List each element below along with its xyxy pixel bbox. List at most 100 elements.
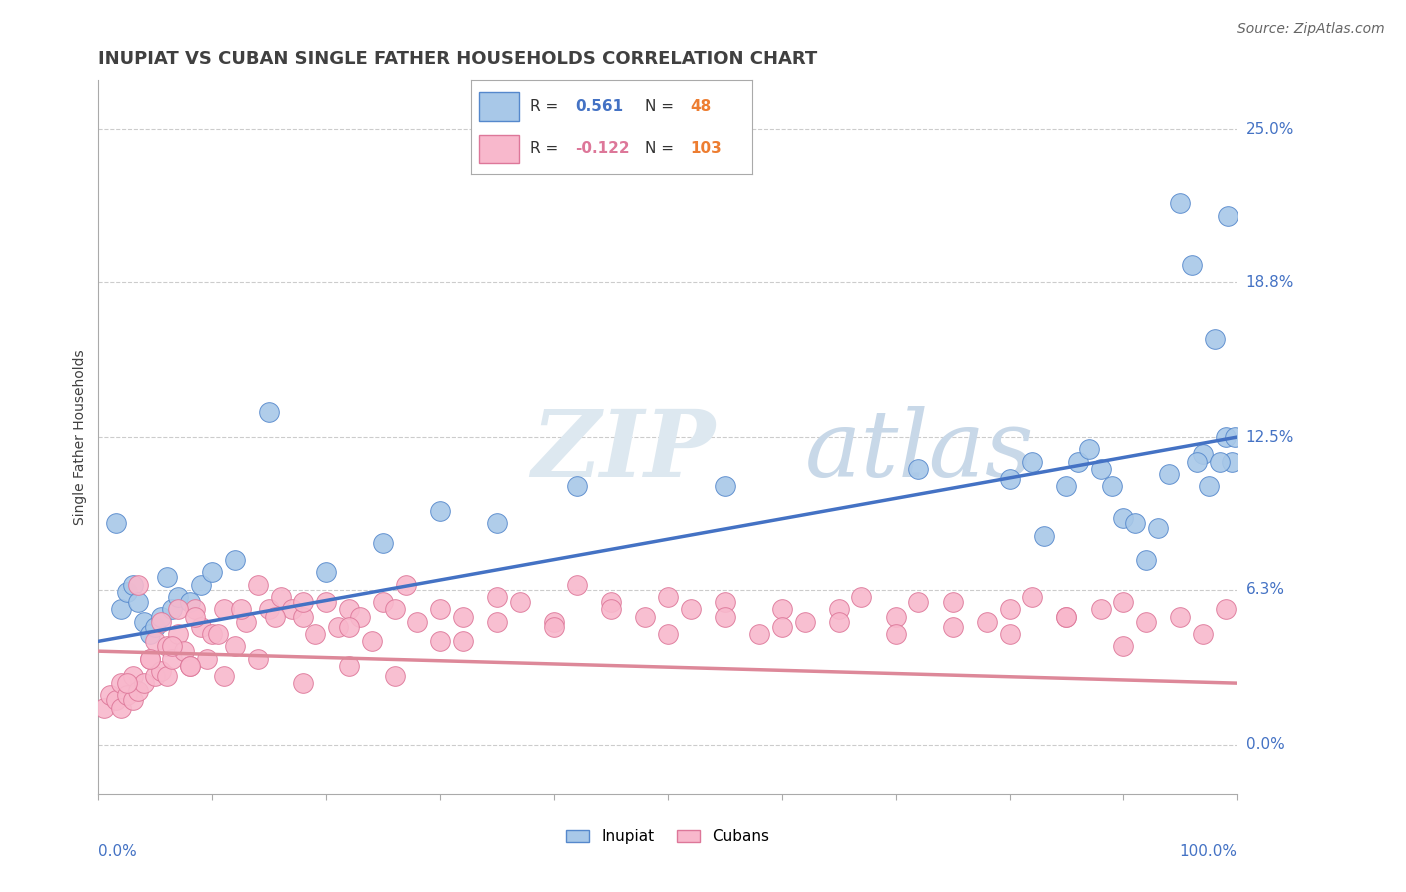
Point	[406, 615, 429, 629]
Text: 12.5%: 12.5%	[1246, 430, 1294, 444]
Point	[429, 602, 451, 616]
Point	[942, 619, 965, 633]
Text: 0.561: 0.561	[575, 99, 623, 114]
Point	[190, 578, 212, 592]
Point	[212, 602, 235, 616]
Point	[1170, 196, 1192, 211]
Point	[235, 615, 257, 629]
Point	[1056, 609, 1078, 624]
Text: INUPIAT VS CUBAN SINGLE FATHER HOUSEHOLDS CORRELATION CHART: INUPIAT VS CUBAN SINGLE FATHER HOUSEHOLD…	[98, 50, 818, 68]
Text: 100.0%: 100.0%	[1180, 844, 1237, 859]
Point	[714, 595, 737, 609]
Point	[1112, 511, 1135, 525]
Point	[429, 504, 451, 518]
Point	[127, 578, 149, 592]
Point	[167, 627, 190, 641]
Point	[98, 689, 121, 703]
Point	[565, 578, 588, 592]
Point	[360, 634, 382, 648]
Point	[1187, 455, 1209, 469]
Text: Source: ZipAtlas.com: Source: ZipAtlas.com	[1237, 22, 1385, 37]
Point	[851, 590, 873, 604]
Point	[1223, 430, 1246, 444]
Point	[229, 602, 252, 616]
Point	[1181, 258, 1204, 272]
Text: R =: R =	[530, 99, 564, 114]
Point	[1135, 553, 1157, 567]
Point	[212, 669, 235, 683]
Point	[1135, 615, 1157, 629]
Text: 0.0%: 0.0%	[98, 844, 138, 859]
Point	[1056, 479, 1078, 493]
Point	[907, 595, 929, 609]
Point	[1078, 442, 1101, 457]
Point	[600, 595, 623, 609]
Point	[315, 566, 337, 580]
Point	[1090, 602, 1112, 616]
Point	[1090, 462, 1112, 476]
Legend: Inupiat, Cubans: Inupiat, Cubans	[560, 823, 776, 850]
Point	[138, 651, 160, 665]
Point	[770, 602, 793, 616]
Point	[1157, 467, 1180, 481]
Point	[371, 595, 394, 609]
Point	[1220, 455, 1243, 469]
Point	[224, 553, 246, 567]
Point	[156, 639, 179, 653]
Text: 6.3%: 6.3%	[1246, 582, 1285, 597]
Point	[793, 615, 815, 629]
Point	[1170, 609, 1192, 624]
Point	[657, 627, 679, 641]
Point	[486, 590, 509, 604]
Point	[1112, 639, 1135, 653]
Point	[127, 595, 149, 609]
Point	[132, 676, 155, 690]
Point	[315, 595, 337, 609]
Point	[543, 619, 565, 633]
Point	[451, 634, 474, 648]
Point	[156, 570, 179, 584]
Point	[167, 590, 190, 604]
Point	[201, 566, 224, 580]
Point	[349, 609, 371, 624]
Point	[115, 676, 138, 690]
Point	[162, 651, 184, 665]
Point	[184, 602, 207, 616]
Point	[509, 595, 531, 609]
Point	[714, 609, 737, 624]
Point	[292, 676, 315, 690]
Point	[121, 669, 143, 683]
Point	[138, 651, 160, 665]
Point	[565, 479, 588, 493]
Text: 18.8%: 18.8%	[1246, 275, 1294, 290]
Point	[770, 619, 793, 633]
Point	[259, 405, 281, 419]
Point	[1218, 209, 1240, 223]
Point	[1021, 590, 1043, 604]
Point	[679, 602, 702, 616]
Text: 103: 103	[690, 141, 723, 156]
Point	[326, 619, 349, 633]
Point	[543, 615, 565, 629]
Point	[104, 516, 127, 531]
Text: -0.122: -0.122	[575, 141, 630, 156]
Point	[337, 659, 360, 673]
Point	[657, 590, 679, 604]
Point	[1146, 521, 1168, 535]
Y-axis label: Single Father Households: Single Father Households	[73, 350, 87, 524]
Point	[179, 659, 201, 673]
Point	[1021, 455, 1043, 469]
Point	[828, 615, 851, 629]
Point	[104, 693, 127, 707]
Point	[145, 634, 167, 648]
Point	[304, 627, 326, 641]
Point	[486, 516, 509, 531]
Point	[634, 609, 657, 624]
Text: N =: N =	[645, 141, 679, 156]
Point	[600, 602, 623, 616]
Text: 48: 48	[690, 99, 711, 114]
Point	[110, 602, 132, 616]
Point	[156, 669, 179, 683]
Point	[1192, 627, 1215, 641]
Point	[115, 689, 138, 703]
